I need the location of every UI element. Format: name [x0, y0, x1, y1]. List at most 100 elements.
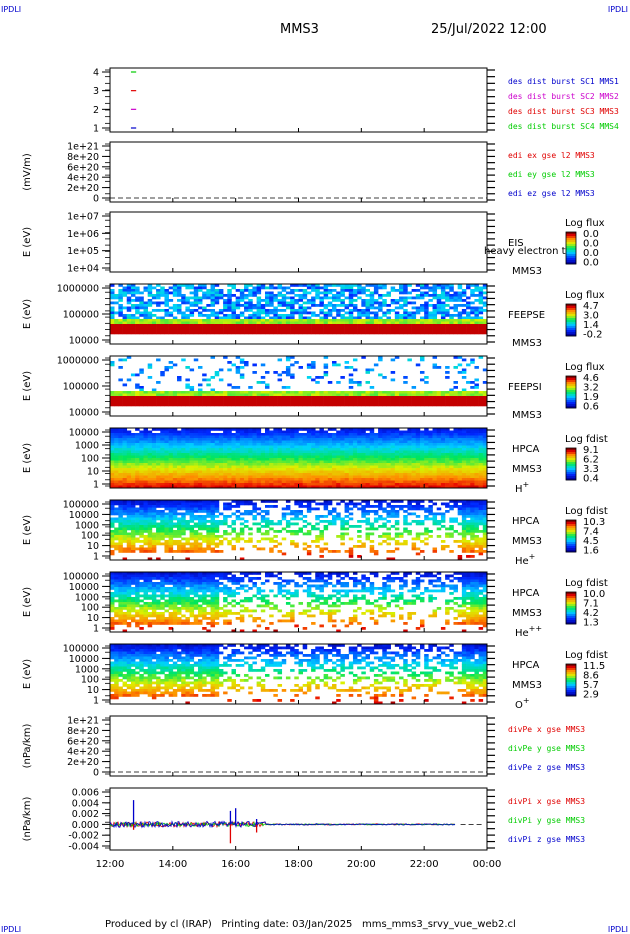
spectrogram-cell: [361, 465, 366, 469]
spectrogram-cell: [432, 478, 438, 481]
spectrogram-cell: [474, 383, 479, 387]
spectrogram-cell: [290, 326, 295, 330]
spectrogram-cell: [332, 463, 337, 466]
spectrogram-cell: [394, 314, 400, 317]
spectrogram-cell: [168, 478, 174, 481]
spectrogram-cell: [139, 304, 144, 307]
spectrogram-cell: [189, 468, 195, 471]
spectrogram-cell: [386, 309, 391, 312]
spectrogram-cell: [114, 440, 119, 444]
spectrogram-cell: [147, 475, 153, 479]
spectrogram-cell: [110, 319, 115, 322]
spectrogram-cell: [269, 319, 274, 322]
spectrogram-cell: [122, 502, 128, 506]
spectrogram-cell: [252, 324, 257, 327]
spectrogram-cell: [177, 453, 182, 456]
spectrogram-cell: [264, 440, 270, 444]
spectrogram-cell: [424, 286, 429, 290]
spectrogram-cell: [390, 458, 396, 461]
spectrogram-cell: [156, 455, 161, 459]
spectrogram-cell: [457, 314, 463, 317]
spectrogram-cell: [390, 289, 396, 292]
spectrogram-cell: [227, 398, 232, 402]
spectrogram-cell: [185, 448, 190, 451]
spectrogram-cell: [394, 403, 400, 407]
spectrogram-cell: [110, 321, 115, 325]
spectrogram-cell: [285, 455, 291, 459]
spectrogram-cell: [403, 296, 408, 300]
spectrogram-cell: [466, 453, 471, 456]
spectrogram-cell: [432, 329, 438, 332]
spectrogram-cell: [436, 463, 442, 466]
spectrogram-cell: [181, 470, 186, 474]
spectrogram-cell: [449, 438, 454, 441]
spectrogram-cell: [394, 445, 400, 449]
spectrogram-cell: [273, 286, 278, 290]
spectrogram-cell: [319, 468, 324, 471]
spectrogram-cell: [135, 502, 140, 506]
spectrogram-cell: [457, 455, 463, 459]
spectrogram-cell: [147, 525, 153, 528]
spectrogram-cell: [269, 299, 274, 302]
spectrogram-cell: [160, 532, 165, 536]
spectrogram-cell: [210, 433, 216, 436]
spectrogram-cell: [235, 440, 241, 444]
spectrogram-cell: [118, 291, 123, 295]
spectrogram-cell: [210, 428, 216, 431]
spectrogram-cell: [315, 329, 320, 332]
spectrogram-cell: [440, 291, 446, 295]
spectrogram-cell: [151, 460, 157, 464]
spectrogram-cell: [394, 458, 400, 461]
spectrogram-cell: [478, 296, 484, 300]
spectrogram-cell: [189, 473, 195, 476]
spectrogram-cell: [327, 428, 333, 431]
spectrogram-cell: [256, 458, 262, 461]
spectrogram-cell: [126, 430, 132, 434]
spectrogram-cell: [306, 450, 312, 454]
spectrogram-cell: [285, 468, 291, 471]
spectrogram-cell: [147, 520, 153, 523]
spectrogram-cell: [344, 324, 350, 327]
spectrogram-cell: [223, 433, 228, 436]
spectrogram-cell: [332, 294, 337, 297]
spectrogram-cell: [340, 465, 345, 469]
spectrogram-cell: [135, 386, 140, 389]
spectrogram-cell: [311, 478, 316, 481]
colorbar-step: [566, 478, 576, 481]
spectrogram-cell: [445, 398, 450, 402]
spectrogram-cell: [361, 329, 366, 332]
spectrogram-cell: [474, 480, 479, 484]
spectrogram-cell: [323, 483, 329, 486]
spectrogram-cell: [177, 512, 182, 516]
spectrogram-cell: [168, 483, 174, 486]
spectrogram-cell: [160, 329, 165, 332]
spectrogram-cell: [432, 403, 438, 407]
spectrogram-cell: [415, 450, 421, 454]
spectrogram-cell: [189, 512, 195, 516]
spectrogram-cell: [202, 396, 207, 399]
spectrogram-cell: [336, 465, 341, 469]
spectrogram-cell: [269, 483, 274, 486]
spectrogram-cell: [294, 393, 299, 397]
spectrogram-cell: [172, 540, 178, 543]
spectrogram-cell: [336, 435, 341, 439]
spectrogram-cell: [110, 311, 115, 315]
spectrogram-cell: [436, 396, 442, 399]
colorbar: [565, 303, 577, 337]
spectrogram-cell: [256, 478, 262, 481]
spectrogram-cell: [223, 475, 228, 479]
spectrogram-cell: [428, 396, 433, 399]
spectrogram-cell: [281, 435, 287, 439]
spectrogram-cell: [340, 329, 345, 332]
spectrogram-cell: [177, 309, 182, 312]
y-tick-label: 1000: [75, 441, 99, 452]
spectrogram-cell: [357, 329, 362, 332]
spectrogram-cell: [248, 291, 253, 295]
spectrogram-cell: [139, 393, 144, 397]
spectrogram-cell: [156, 296, 161, 300]
spectrogram-cell: [365, 368, 371, 372]
spectrogram-cell: [336, 463, 341, 466]
spectrogram-cell: [197, 502, 203, 506]
spectrogram-cell: [336, 473, 341, 476]
